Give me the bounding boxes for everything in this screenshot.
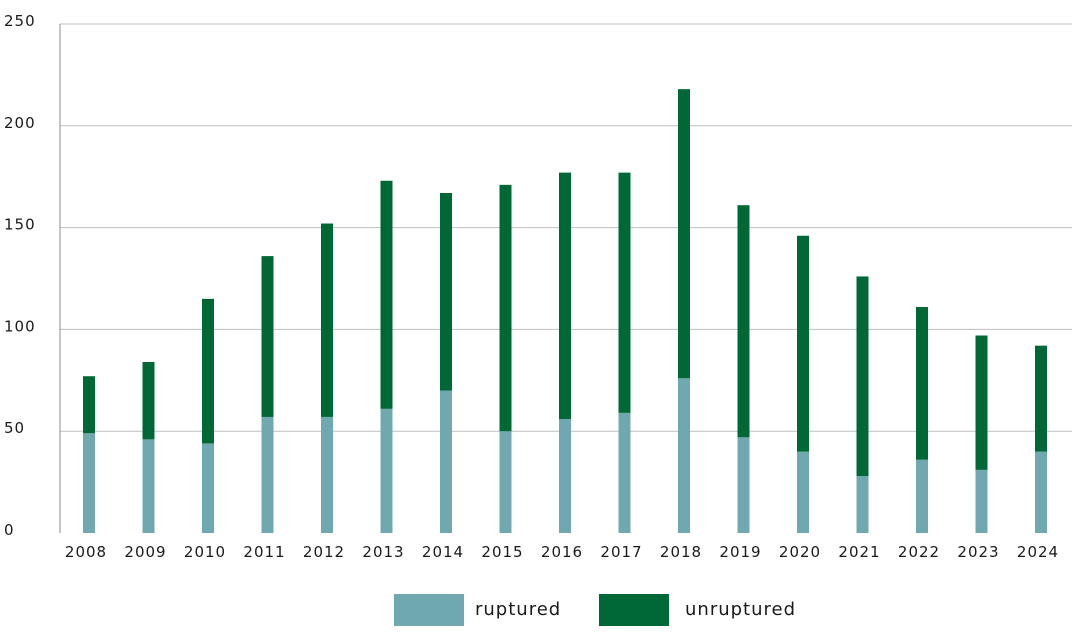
bar-ruptured-2014 — [440, 390, 452, 533]
x-tick-label-2013: 2013 — [362, 543, 404, 561]
x-tick-label-2009: 2009 — [124, 543, 166, 561]
x-tick-label-2008: 2008 — [65, 543, 107, 561]
bar-ruptured-2024 — [1035, 451, 1047, 533]
bar-ruptured-2023 — [975, 469, 988, 533]
legend-label-unruptured: unruptured — [685, 599, 796, 620]
bar-ruptured-2021 — [856, 475, 869, 533]
x-tick-label-2024: 2024 — [1017, 543, 1059, 561]
bar-ruptured-2020 — [797, 451, 809, 533]
y-tick-label-250: 250 — [4, 12, 36, 30]
bar-ruptured-2022 — [916, 459, 928, 533]
bar-unruptured-2018 — [678, 89, 690, 379]
bar-unruptured-2014 — [440, 192, 452, 391]
x-tick-label-2023: 2023 — [957, 543, 999, 561]
bar-unruptured-2009 — [142, 361, 155, 440]
x-tick-label-2010: 2010 — [184, 543, 226, 561]
bar-unruptured-2017 — [618, 172, 631, 413]
y-tick-label-200: 200 — [4, 114, 36, 132]
bar-unruptured-2016 — [559, 172, 571, 419]
bar-ruptured-2015 — [499, 431, 512, 533]
bar-unruptured-2022 — [916, 307, 928, 460]
bar-unruptured-2024 — [1035, 345, 1047, 452]
bar-unruptured-2008 — [83, 376, 95, 434]
bar-ruptured-2011 — [261, 416, 274, 533]
x-tick-label-2014: 2014 — [422, 543, 464, 561]
bars — [83, 89, 1047, 533]
y-tick-label-50: 50 — [4, 419, 25, 437]
legend-swatch-ruptured — [394, 594, 464, 626]
bar-ruptured-2013 — [380, 408, 393, 533]
bar-ruptured-2017 — [618, 412, 631, 533]
x-tick-label-2021: 2021 — [838, 543, 880, 561]
bar-unruptured-2011 — [261, 256, 274, 417]
x-tick-label-2012: 2012 — [303, 543, 345, 561]
bar-unruptured-2012 — [321, 223, 333, 417]
x-tick-label-2011: 2011 — [243, 543, 285, 561]
legend-swatch-unruptured — [599, 594, 669, 626]
x-tick-label-2016: 2016 — [541, 543, 583, 561]
bar-ruptured-2008 — [83, 433, 95, 533]
y-tick-label-0: 0 — [4, 521, 15, 539]
bar-unruptured-2023 — [975, 335, 988, 470]
legend: ruptured unruptured — [394, 594, 796, 626]
bar-unruptured-2015 — [499, 184, 512, 432]
y-tick-label-150: 150 — [4, 216, 36, 234]
x-tick-label-2018: 2018 — [660, 543, 702, 561]
x-tick-label-2015: 2015 — [481, 543, 523, 561]
x-tick-label-2022: 2022 — [898, 543, 940, 561]
bar-ruptured-2010 — [202, 443, 214, 533]
bar-ruptured-2018 — [678, 378, 690, 533]
bar-ruptured-2009 — [142, 439, 155, 533]
x-tick-label-2019: 2019 — [719, 543, 761, 561]
bar-ruptured-2012 — [321, 416, 333, 533]
x-tick-label-2020: 2020 — [779, 543, 821, 561]
bar-unruptured-2021 — [856, 276, 869, 476]
bar-unruptured-2010 — [202, 298, 214, 444]
x-axis: 2008 2009 2010 2011 2012 2013 2014 2015 2016 2017… — [65, 543, 1059, 561]
bar-unruptured-2013 — [380, 180, 393, 409]
x-tick-label-2017: 2017 — [600, 543, 642, 561]
y-tick-label-100: 100 — [4, 317, 36, 335]
bar-ruptured-2016 — [559, 418, 571, 533]
bar-ruptured-2019 — [737, 437, 750, 533]
bar-unruptured-2019 — [737, 205, 750, 438]
legend-label-ruptured: ruptured — [475, 599, 561, 620]
y-axis: 0 50 100 150 200 250 — [4, 12, 36, 539]
bar-unruptured-2020 — [797, 235, 809, 452]
